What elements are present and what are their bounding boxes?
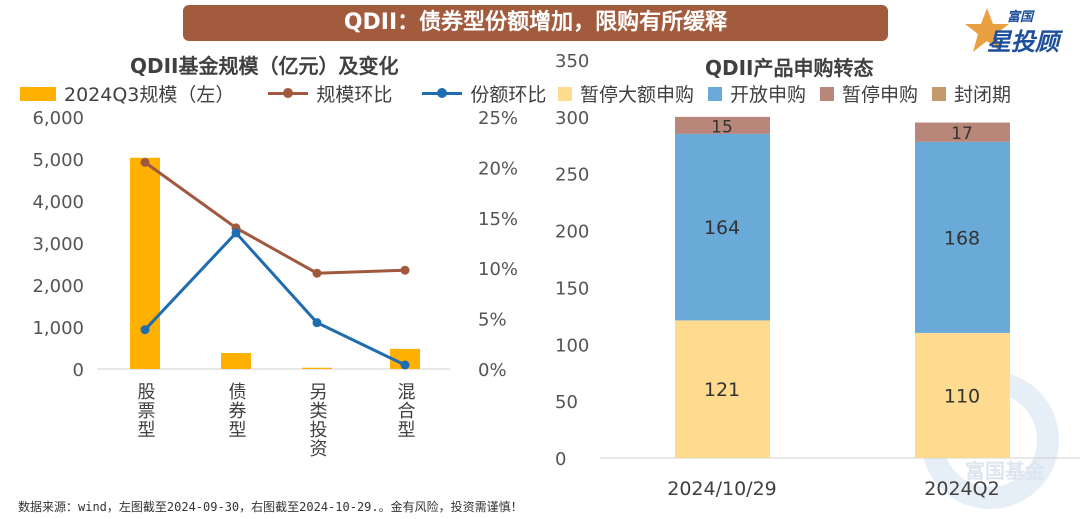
watermark-text: 富国基金	[965, 459, 1046, 483]
legend-swatch-share	[422, 88, 463, 98]
x-tick-label: 债券型	[226, 382, 247, 439]
legend-swatch-bar	[20, 86, 56, 101]
logo-text-bottom: 星投顾	[987, 28, 1059, 56]
bar	[221, 353, 251, 369]
x-tick-label: 混合型	[395, 382, 416, 439]
brand-logo: 富国 星投顾	[965, 6, 1065, 56]
y-tick-label: 250	[555, 165, 589, 186]
left-chart-title: QDII基金规模（亿元）及变化	[130, 54, 399, 78]
logo-text-top: 富国	[1007, 10, 1034, 25]
y-tick-label: 350	[555, 51, 589, 72]
stacked-segment	[675, 133, 770, 321]
legend-label: 开放申购	[730, 84, 807, 106]
legend-swatch	[708, 86, 723, 101]
legend-label: 2024Q3规模（左）	[64, 84, 235, 106]
x-tick-label: 股票型	[135, 382, 156, 439]
left-legend: 2024Q3规模（左） 规模环比 份额环比	[20, 80, 546, 107]
footer-note: 数据来源：wind，左图截至2024-09-30，右图截至2024-10-29.…	[18, 500, 523, 514]
line-point	[312, 318, 322, 328]
bar	[130, 157, 160, 369]
data-label: 15	[711, 117, 733, 137]
y-tick-label: 2,000	[32, 276, 84, 297]
legend-label: 暂停大额申购	[580, 84, 695, 106]
y-tick-label: 0	[73, 360, 84, 381]
stacked-segment	[675, 320, 770, 458]
y2-tick-label: 10%	[478, 259, 518, 280]
line-point	[400, 360, 410, 370]
y2-tick-label: 20%	[478, 158, 518, 179]
data-label: 110	[944, 385, 980, 407]
right-legend: 暂停大额申购 开放申购 暂停申购 封闭期	[558, 80, 1011, 107]
y-tick-label: 50	[555, 392, 578, 413]
legend-label: 规模环比	[316, 84, 393, 106]
x-tick-label: 另类投资	[307, 382, 328, 458]
data-label: 121	[704, 379, 740, 401]
y-tick-label: 5,000	[32, 150, 84, 171]
line-point	[140, 325, 150, 335]
legend-swatch	[932, 86, 947, 101]
y-tick-label: 4,000	[32, 192, 84, 213]
legend-swatch	[820, 86, 835, 101]
stacked-segment	[915, 122, 1010, 142]
y2-tick-label: 25%	[478, 108, 518, 129]
y-tick-label: 100	[555, 335, 589, 356]
y2-tick-label: 15%	[478, 209, 518, 230]
series-line	[144, 161, 406, 275]
y2-tick-label: 5%	[478, 310, 507, 331]
legend-label: 封闭期	[954, 84, 1012, 106]
line-point	[312, 268, 322, 278]
y-tick-label: 3,000	[32, 234, 84, 255]
banner-title: QDII：债券型份额增加，限购有所缓释	[183, 5, 888, 41]
data-label: 17	[951, 124, 973, 144]
line-point	[400, 265, 410, 275]
y-tick-label: 6,000	[32, 108, 84, 129]
x-tick-label: 2024Q2	[924, 478, 999, 500]
line-point	[231, 228, 241, 238]
y-tick-label: 300	[555, 108, 589, 129]
y-tick-label: 150	[555, 278, 589, 299]
legend-label: 暂停申购	[842, 84, 919, 106]
star-icon	[965, 8, 1009, 52]
y-tick-label: 0	[555, 449, 566, 470]
stacked-segment	[915, 141, 1010, 333]
right-chart-title: QDII产品申购转态	[705, 56, 874, 80]
series-line	[143, 230, 406, 367]
stacked-segment	[915, 332, 1010, 458]
legend-swatch	[558, 86, 572, 101]
legend-swatch-scale	[268, 88, 309, 98]
y2-tick-label: 0%	[478, 360, 507, 381]
y-tick-label: 1,000	[32, 318, 84, 339]
stacked-segment	[675, 116, 770, 134]
legend-label: 份额环比	[470, 84, 547, 106]
y-tick-label: 200	[555, 222, 589, 243]
data-label: 164	[704, 217, 740, 239]
x-tick-label: 2024/10/29	[667, 478, 777, 500]
data-label: 168	[944, 227, 980, 249]
bar	[390, 348, 420, 369]
line-point	[140, 157, 150, 167]
bar	[302, 367, 332, 369]
